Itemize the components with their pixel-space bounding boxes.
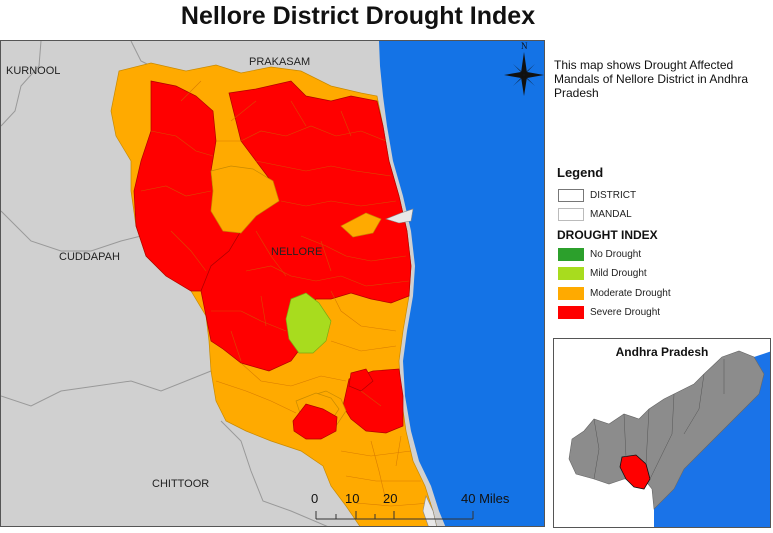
scale-bar-line (315, 511, 474, 520)
inset-nellore-highlight (619, 454, 651, 490)
legend-item-severe-drought: Severe Drought (558, 305, 660, 320)
moderate-patch-north (210, 165, 280, 234)
legend-label: DISTRICT (590, 190, 637, 201)
scale-tick-40: 40 Miles (461, 491, 510, 506)
no-drought-swatch (558, 248, 584, 261)
legend-label: Mild Drought (590, 268, 647, 279)
legend-item-no-drought: No Drought (558, 247, 641, 262)
main-map[interactable]: KURNOOL PRAKASAM CUDDAPAH NELLORE CHITTO… (0, 40, 545, 527)
label-chittoor: CHITTOOR (152, 478, 209, 490)
district-swatch (558, 189, 584, 202)
inset-title: Andhra Pradesh (615, 345, 709, 359)
legend-item-moderate-drought: Moderate Drought (558, 286, 671, 301)
estuary (385, 208, 414, 224)
moderate-patch-east (340, 212, 382, 238)
bay-of-bengal (379, 41, 544, 526)
mild-drought-swatch (558, 267, 584, 280)
inset-map-andhra-pradesh[interactable]: Andhra Pradesh (553, 338, 771, 528)
inset-state (568, 350, 765, 510)
legend-title: Legend (557, 165, 604, 180)
north-arrow-icon: N (500, 40, 548, 100)
map-description: This map shows Drought Affected Mandals … (554, 58, 749, 100)
map-title: Nellore District Drought Index (180, 2, 536, 30)
moderate-drought-swatch (558, 287, 584, 300)
north-label: N (521, 41, 528, 51)
legend-item-district: DISTRICT (558, 188, 636, 203)
main-map-canvas: KURNOOL PRAKASAM CUDDAPAH NELLORE CHITTO… (1, 41, 544, 526)
drought-index-title: DROUGHT INDEX (557, 228, 658, 242)
inset-sea (654, 351, 770, 527)
scale-tick-10: 10 (345, 491, 359, 506)
legend-label: MANDAL (590, 209, 632, 220)
label-prakasam: PRAKASAM (249, 56, 310, 68)
severe-drought-swatch (558, 306, 584, 319)
legend-label: Severe Drought (590, 307, 661, 318)
legend-label: No Drought (590, 249, 642, 260)
severe-drought-mandals (133, 80, 412, 440)
inset-district-lines (593, 359, 725, 480)
scale-bar: 0 10 20 40 Miles (311, 491, 510, 520)
mild-drought-mandal (285, 292, 332, 354)
district-boundaries (1, 41, 328, 526)
mandal-boundaries (140, 80, 432, 507)
inset-map-canvas (568, 350, 770, 527)
scale-tick-0: 0 (311, 491, 318, 506)
legend-label: Moderate Drought (590, 288, 671, 299)
legend-item-mandal: MANDAL (558, 207, 632, 222)
label-nellore: NELLORE (271, 246, 322, 258)
label-cuddapah: CUDDAPAH (59, 251, 120, 263)
scale-tick-20: 20 (383, 491, 397, 506)
label-kurnool: KURNOOL (6, 65, 60, 77)
legend-item-mild-drought: Mild Drought (558, 266, 647, 281)
mandal-swatch (558, 208, 584, 221)
